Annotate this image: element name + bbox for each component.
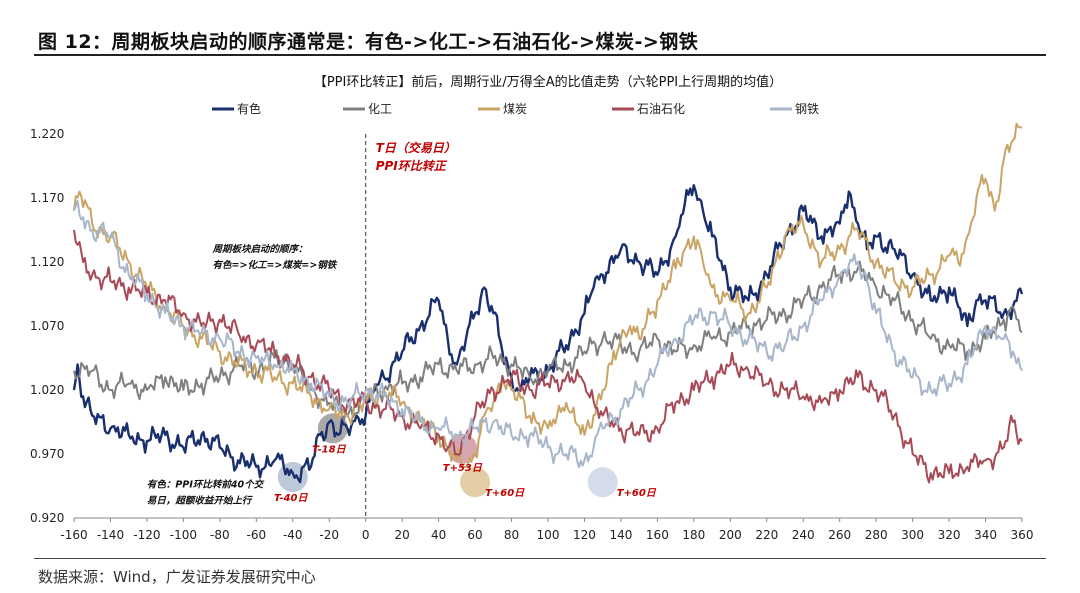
x-tick-label: -140 [97, 528, 124, 542]
x-tick-label: -40 [283, 528, 303, 542]
figure-title: 图 12：周期板块启动的顺序通常是：有色->化工->石油石化->煤炭->钢铁 [38, 31, 699, 53]
y-tick-label: 0.920 [30, 511, 64, 525]
annotation-text: 周期板块启动的顺序： [212, 243, 308, 255]
x-tick-label: 360 [1011, 528, 1034, 542]
x-tick-label: 300 [901, 528, 924, 542]
plot-area: -160 -140 -120 -100 -80 -60 -40 -20 0 20 40 60 80 100… [30, 122, 1034, 542]
y-tick-label: 1.220 [30, 127, 64, 141]
legend-label: 有色 [237, 102, 261, 116]
x-tick-label: 220 [755, 528, 778, 542]
ppi-label: PPI环比转正 [376, 159, 448, 173]
x-tick-label: -60 [247, 528, 267, 542]
y-tick-label: 1.020 [30, 383, 64, 397]
legend-label: 钢铁 [795, 102, 819, 116]
x-tick-label: -100 [170, 528, 197, 542]
y-tick-label: 1.170 [30, 191, 64, 205]
annotation-text: 易日，超额收益开始上行 [147, 494, 253, 506]
x-tick-label: 240 [792, 528, 815, 542]
x-tick-label: -20 [319, 528, 339, 542]
annotation-text: 有色=>化工=>煤炭=>钢铁 [213, 259, 338, 271]
annotation-text: 有色：PPI环比转前40个交 [147, 478, 265, 490]
x-tick-label: 0 [362, 528, 370, 542]
marker-label: T-40日 [274, 493, 308, 504]
x-tick-label: 60 [467, 528, 482, 542]
x-tick-label: 100 [537, 528, 560, 542]
x-tick-label: 260 [828, 528, 851, 542]
y-tick-label: 0.970 [30, 447, 64, 461]
bottom-divider [34, 558, 1046, 559]
x-tick-label: -80 [210, 528, 230, 542]
x-tick-label: 180 [682, 528, 705, 542]
x-tick-label: 120 [573, 528, 596, 542]
t-day-label: T日（交易日） [376, 141, 456, 155]
series-line-3 [73, 229, 1023, 484]
legend-label: 化工 [368, 102, 392, 116]
x-tick-label: 340 [974, 528, 997, 542]
x-tick-label: 80 [504, 528, 519, 542]
series-line-4 [73, 199, 1023, 469]
x-tick-label: -120 [133, 528, 160, 542]
event-marker [460, 467, 491, 498]
legend: 有色 化工 煤炭 石油石化 钢铁 [212, 102, 819, 116]
x-tick-label: 40 [431, 528, 446, 542]
x-tick-label: 320 [938, 528, 961, 542]
x-tick-label: 140 [609, 528, 632, 542]
x-tick-label: 280 [865, 528, 888, 542]
title-divider [34, 54, 1046, 56]
y-tick-label: 1.070 [30, 319, 64, 333]
legend-label: 石油石化 [637, 102, 685, 116]
series-line-2 [73, 122, 1023, 469]
event-marker [587, 467, 618, 498]
marker-label: T-18日 [312, 444, 346, 455]
x-tick-label: 20 [395, 528, 410, 542]
marker-label: T+60日 [485, 488, 525, 499]
x-tick-label: 160 [646, 528, 669, 542]
legend-label: 煤炭 [503, 102, 527, 116]
chart-title: 【PPI环比转正】前后，周期行业/万得全A的比值走势（六轮PPI上行周期的均值） [314, 74, 782, 90]
y-tick-label: 1.120 [30, 255, 64, 269]
marker-label: T+60日 [617, 488, 657, 499]
marker-label: T+53日 [443, 463, 483, 474]
source-note: 数据来源：Wind，广发证券发展研究中心 [38, 568, 316, 586]
x-tick-label: -160 [60, 528, 87, 542]
x-tick-label: 200 [719, 528, 742, 542]
